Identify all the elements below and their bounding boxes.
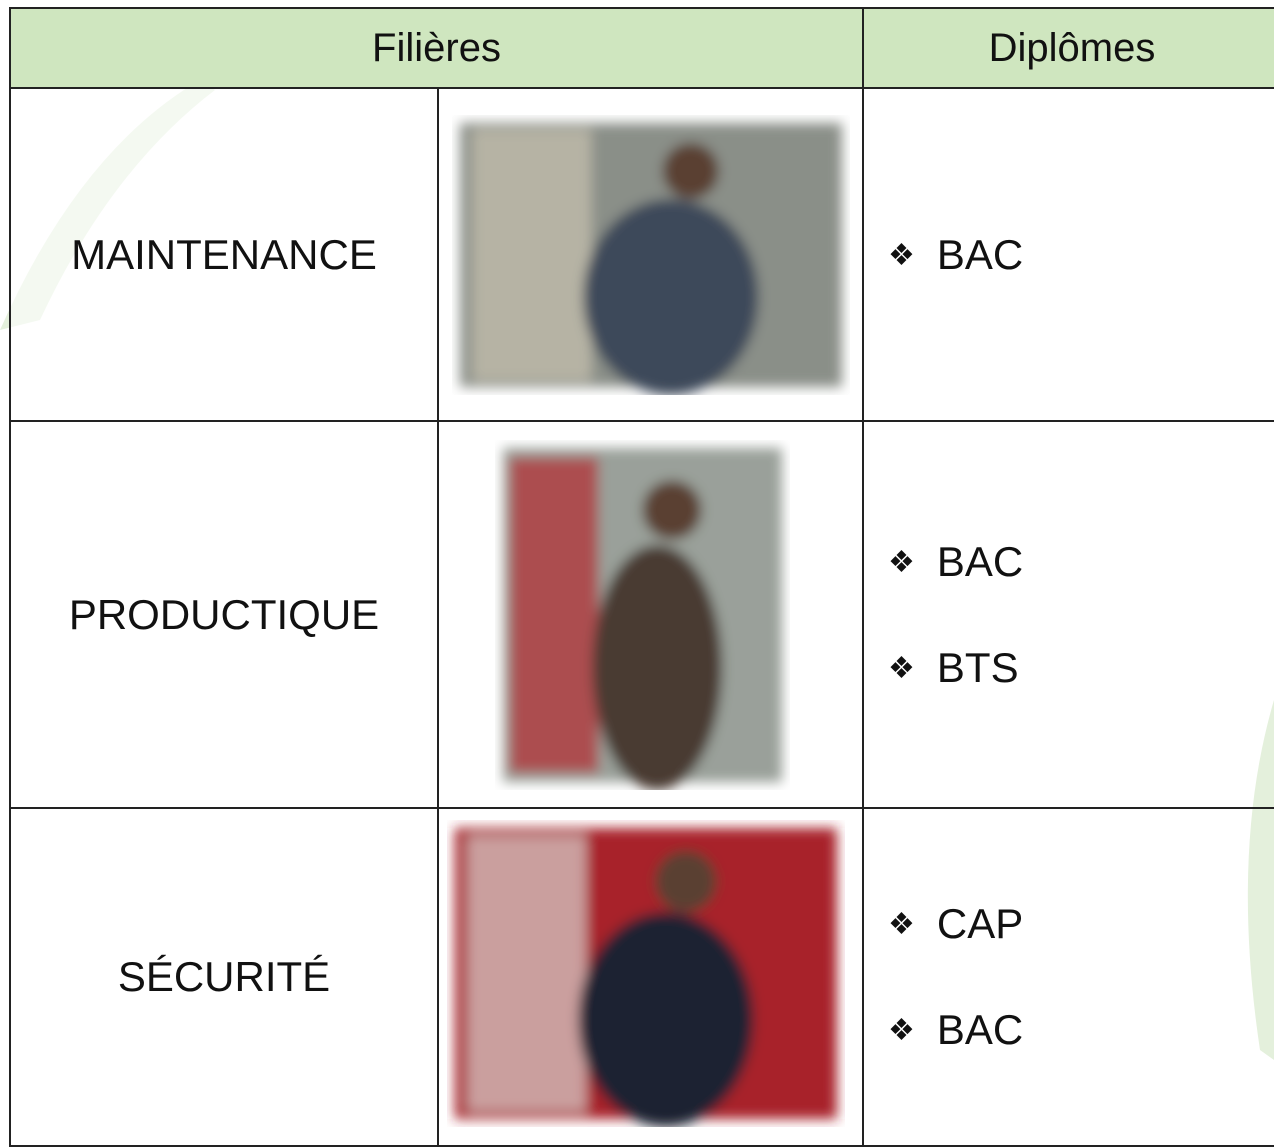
header-cell: Diplômes bbox=[862, 7, 1274, 89]
diplomes-cell: BAC bbox=[862, 87, 1274, 422]
photo bbox=[503, 448, 782, 790]
diploma: CAP bbox=[888, 900, 1023, 948]
diploma: BAC bbox=[888, 538, 1023, 586]
filiere-cell: PRODUCTIQUE bbox=[9, 420, 439, 809]
header-cell: Filières bbox=[9, 7, 864, 89]
diplomes-cell: CAP BAC bbox=[862, 807, 1274, 1147]
diploma: BTS bbox=[888, 644, 1019, 692]
diploma: BAC bbox=[888, 231, 1023, 279]
filiere-cell: MAINTENANCE bbox=[9, 87, 439, 422]
photo bbox=[455, 828, 837, 1127]
diplomes-cell: BAC BTS bbox=[862, 420, 1274, 809]
diploma: BAC bbox=[888, 1006, 1023, 1054]
filiere-cell: SÉCURITÉ bbox=[9, 807, 439, 1147]
photo bbox=[460, 123, 842, 395]
